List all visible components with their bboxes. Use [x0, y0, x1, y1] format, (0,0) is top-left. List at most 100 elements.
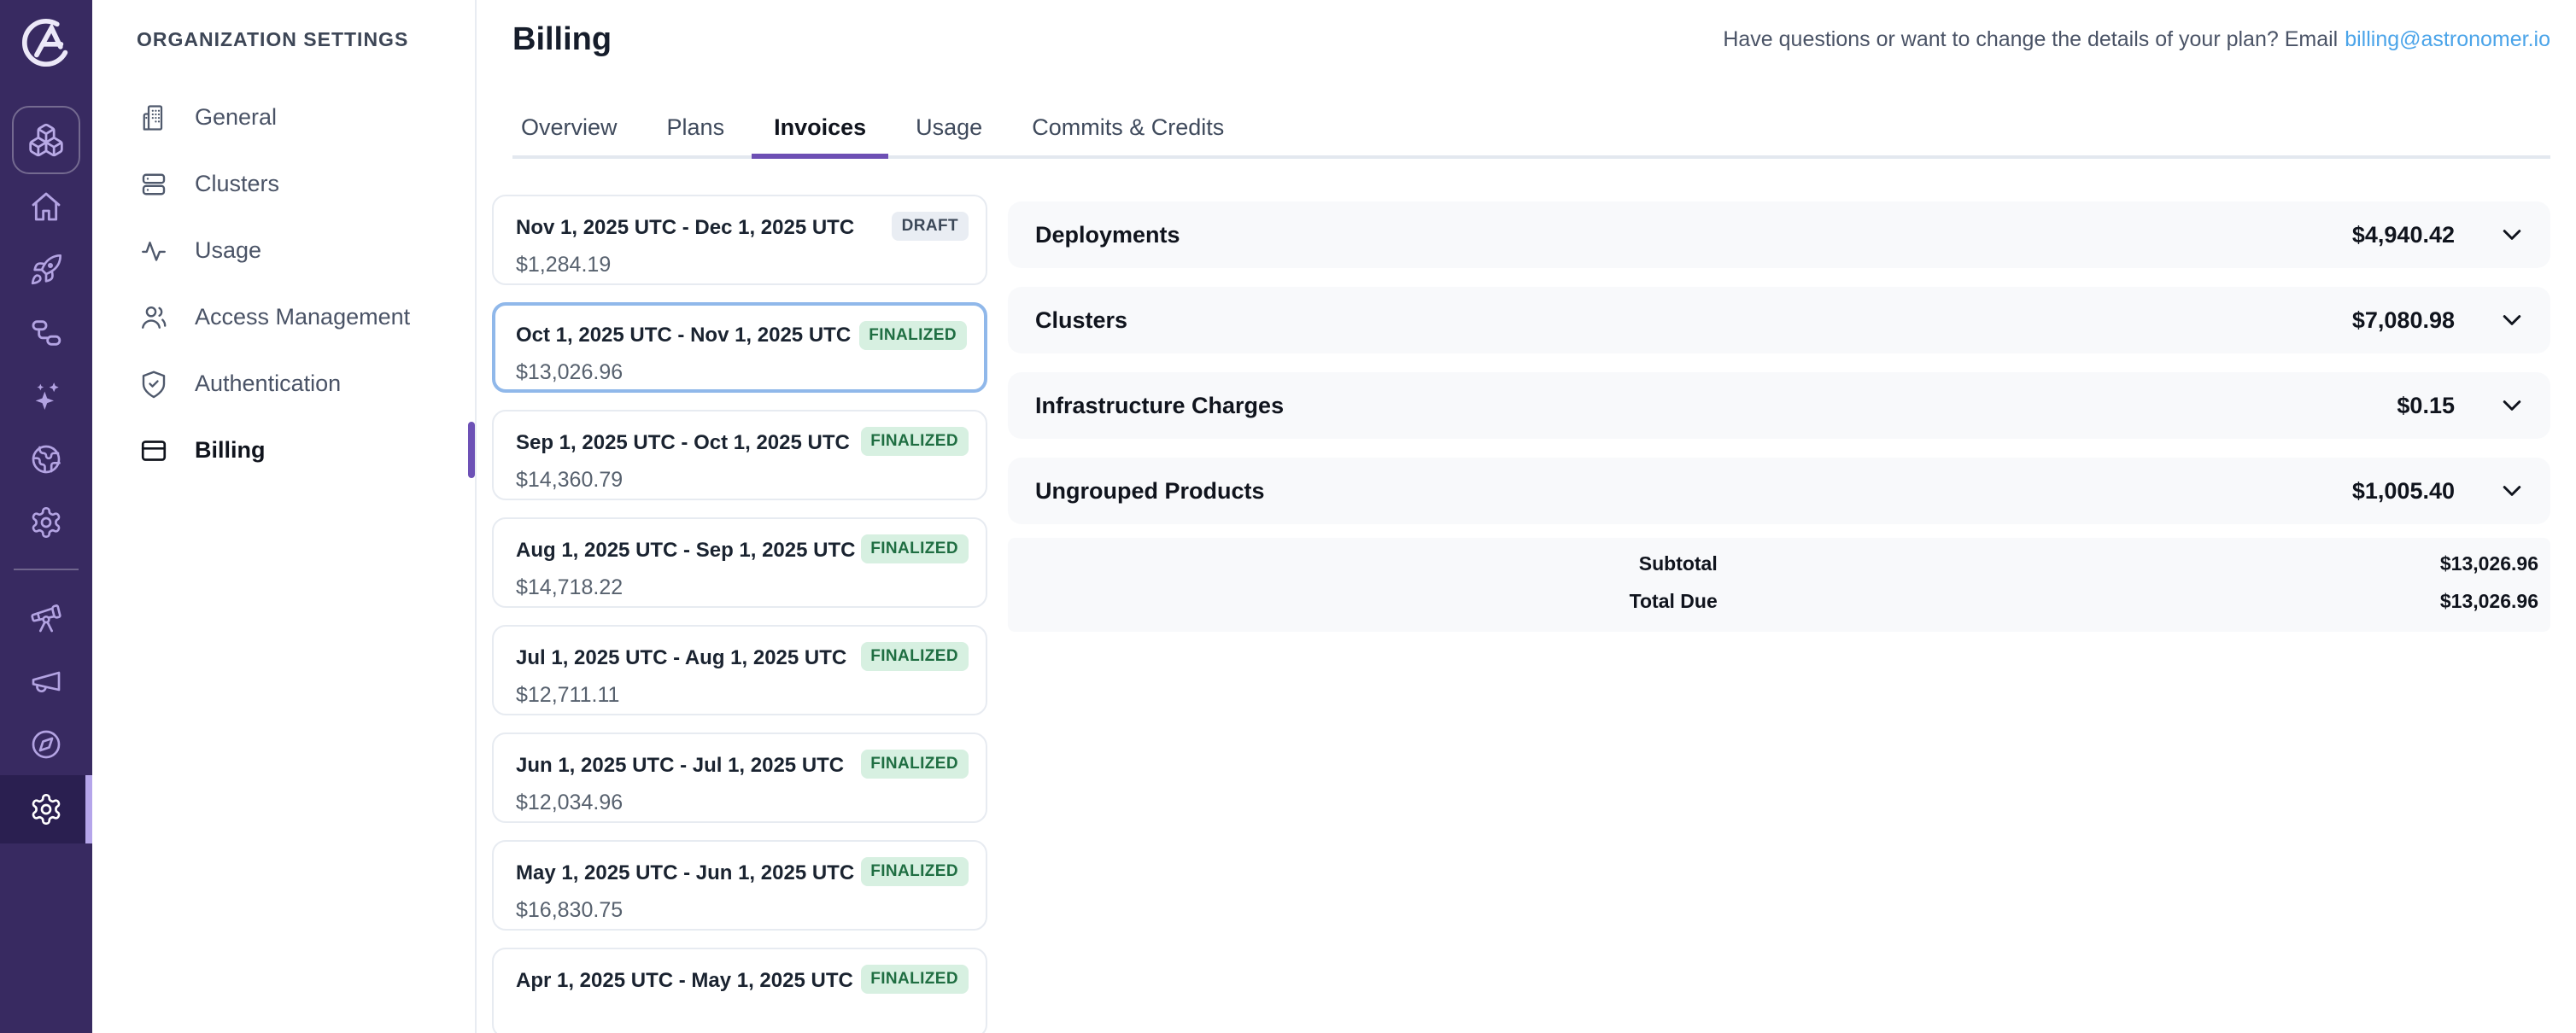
detail-row-amount: $4,940.42	[2351, 222, 2455, 248]
rail-item-megaphone[interactable]	[0, 649, 92, 712]
sidebar-item-billing[interactable]: Billing	[92, 417, 475, 483]
tabs: Overview Plans Invoices Usage Commits & Cred…	[499, 114, 2550, 159]
invoice-amount: $16,830.75	[516, 898, 624, 922]
chevron-down-icon	[2499, 222, 2525, 248]
detail-row-label: Ungrouped Products	[1035, 478, 1265, 504]
invoice-period: Jul 1, 2025 UTC - Aug 1, 2025 UTC	[516, 645, 847, 669]
tab-commits-credits[interactable]: Commits & Credits	[1032, 114, 1225, 140]
icon-rail	[0, 0, 92, 1033]
rail-item-gear-active[interactable]	[0, 775, 92, 843]
invoice-period: Nov 1, 2025 UTC - Dec 1, 2025 UTC	[516, 215, 855, 239]
sidebar-item-label: General	[195, 104, 278, 130]
summary-amount: $13,026.96	[2439, 592, 2538, 613]
rail-item-rocket[interactable]	[0, 237, 92, 301]
invoice-status-badge: FINALIZED	[860, 750, 969, 779]
invoice-amount: $14,718.22	[516, 575, 624, 599]
rail-item-home[interactable]	[0, 174, 92, 237]
rail-item-gear[interactable]	[0, 490, 92, 553]
rail-item-compass[interactable]	[0, 712, 92, 775]
invoice-status-badge: FINALIZED	[860, 427, 969, 456]
gear-icon	[29, 505, 63, 539]
sidebar-item-authentication[interactable]: Authentication	[92, 350, 475, 417]
billing-help-text: Have questions or want to change the det…	[1723, 27, 2550, 51]
summary-amount: $13,026.96	[2439, 555, 2538, 575]
tab-usage[interactable]: Usage	[916, 114, 983, 140]
invoice-card[interactable]: Jul 1, 2025 UTC - Aug 1, 2025 UTC $12,711…	[492, 625, 987, 715]
detail-row-right: $4,940.42	[2352, 222, 2525, 248]
astronomer-logo-icon[interactable]	[15, 12, 77, 73]
telescope-icon	[29, 600, 63, 634]
detail-row-right: $0.15	[2397, 393, 2525, 418]
invoice-status-badge: FINALIZED	[858, 321, 967, 350]
rail-item-workflow[interactable]	[0, 301, 92, 364]
invoice-card-selected[interactable]: Oct 1, 2025 UTC - Nov 1, 2025 UTC $13,026…	[492, 302, 987, 393]
invoice-amount: $12,034.96	[516, 791, 624, 814]
rail-item-cubes[interactable]	[12, 106, 80, 174]
detail-row-amount: $1,005.40	[2351, 478, 2455, 504]
main-header: Billing Have questions or want to change…	[477, 0, 2576, 60]
sidebar-item-usage[interactable]: Usage	[92, 217, 475, 283]
invoice-period: Sep 1, 2025 UTC - Oct 1, 2025 UTC	[516, 430, 850, 454]
invoice-amount: $1,284.19	[516, 253, 612, 277]
page-title: Billing	[512, 22, 612, 58]
sparkles-icon	[29, 378, 63, 412]
tab-overview[interactable]: Overview	[521, 114, 618, 140]
invoice-card[interactable]: May 1, 2025 UTC - Jun 1, 2025 UTC $16,830…	[492, 840, 987, 931]
credit-card-icon	[138, 435, 169, 465]
sidebar-item-clusters[interactable]: Clusters	[92, 150, 475, 217]
invoice-status-badge: FINALIZED	[860, 857, 969, 886]
main-content: Billing Have questions or want to change…	[477, 0, 2576, 1033]
detail-row-amount: $0.15	[2397, 393, 2455, 418]
summary-row-subtotal: Subtotal $13,026.96	[1008, 546, 2550, 584]
detail-row-clusters[interactable]: Clusters $7,080.98	[1008, 287, 2550, 353]
tabs-bar: Overview Plans Invoices Usage Commits & Cred…	[512, 114, 2550, 159]
invoice-list: Nov 1, 2025 UTC - Dec 1, 2025 UTC $1,284.…	[492, 195, 987, 1033]
invoice-card[interactable]: Nov 1, 2025 UTC - Dec 1, 2025 UTC $1,284.…	[492, 195, 987, 285]
invoice-summary: Subtotal $13,026.96 Total Due $13,026.96	[1008, 538, 2550, 632]
invoice-status-badge: FINALIZED	[860, 642, 969, 671]
invoice-period: Apr 1, 2025 UTC - May 1, 2025 UTC	[516, 968, 853, 992]
home-icon	[29, 189, 63, 223]
activity-icon	[138, 235, 169, 266]
detail-row-label: Infrastructure Charges	[1035, 393, 1285, 418]
cubes-icon	[27, 121, 65, 159]
invoice-card[interactable]: Sep 1, 2025 UTC - Oct 1, 2025 UTC $14,360…	[492, 410, 987, 500]
chevron-down-icon	[2499, 307, 2525, 333]
invoice-period: Aug 1, 2025 UTC - Sep 1, 2025 UTC	[516, 538, 856, 562]
invoice-card[interactable]: Jun 1, 2025 UTC - Jul 1, 2025 UTC $12,034…	[492, 732, 987, 823]
invoice-status-badge: DRAFT	[891, 212, 969, 241]
servers-icon	[138, 168, 169, 199]
billing-email-link[interactable]: billing@astronomer.io	[2345, 27, 2550, 51]
summary-label: Total Due	[1629, 592, 1718, 613]
tab-invoices[interactable]: Invoices	[752, 114, 889, 159]
invoices-content: Nov 1, 2025 UTC - Dec 1, 2025 UTC $1,284.…	[477, 159, 2576, 1033]
sidebar-item-access-management[interactable]: Access Management	[92, 283, 475, 350]
summary-label: Subtotal	[1638, 555, 1718, 575]
rail-item-globe[interactable]	[0, 427, 92, 490]
invoice-period: May 1, 2025 UTC - Jun 1, 2025 UTC	[516, 861, 855, 884]
invoice-detail-panel: Deployments $4,940.42 Clusters $7,080.98 Inf…	[1008, 195, 2550, 1033]
tab-plans[interactable]: Plans	[666, 114, 725, 140]
rail-item-sparkles[interactable]	[0, 364, 92, 427]
invoice-period: Jun 1, 2025 UTC - Jul 1, 2025 UTC	[516, 753, 845, 777]
building-icon	[138, 102, 169, 132]
sidebar-item-general[interactable]: General	[92, 84, 475, 150]
detail-row-infrastructure-charges[interactable]: Infrastructure Charges $0.15	[1008, 372, 2550, 439]
sidebar-item-label: Usage	[195, 237, 262, 263]
detail-row-deployments[interactable]: Deployments $4,940.42	[1008, 201, 2550, 268]
sidebar-header: ORGANIZATION SETTINGS	[137, 31, 409, 51]
org-settings-sidebar: ORGANIZATION SETTINGS General Clusters Usa…	[92, 0, 477, 1033]
detail-row-amount: $7,080.98	[2351, 307, 2455, 333]
sidebar-item-label: Clusters	[195, 171, 280, 196]
detail-row-ungrouped-products[interactable]: Ungrouped Products $1,005.40	[1008, 458, 2550, 524]
invoice-card[interactable]: Aug 1, 2025 UTC - Sep 1, 2025 UTC $14,718…	[492, 517, 987, 608]
rail-item-telescope[interactable]	[0, 586, 92, 649]
chevron-down-icon	[2499, 478, 2525, 504]
invoice-card[interactable]: Apr 1, 2025 UTC - May 1, 2025 UTC FINALIZ…	[492, 948, 987, 1033]
compass-icon	[29, 727, 63, 761]
detail-groups: Deployments $4,940.42 Clusters $7,080.98 Inf…	[1008, 201, 2550, 524]
detail-row-right: $7,080.98	[2352, 307, 2525, 333]
detail-row-label: Clusters	[1035, 307, 1128, 333]
invoice-amount: $13,026.96	[516, 360, 624, 384]
